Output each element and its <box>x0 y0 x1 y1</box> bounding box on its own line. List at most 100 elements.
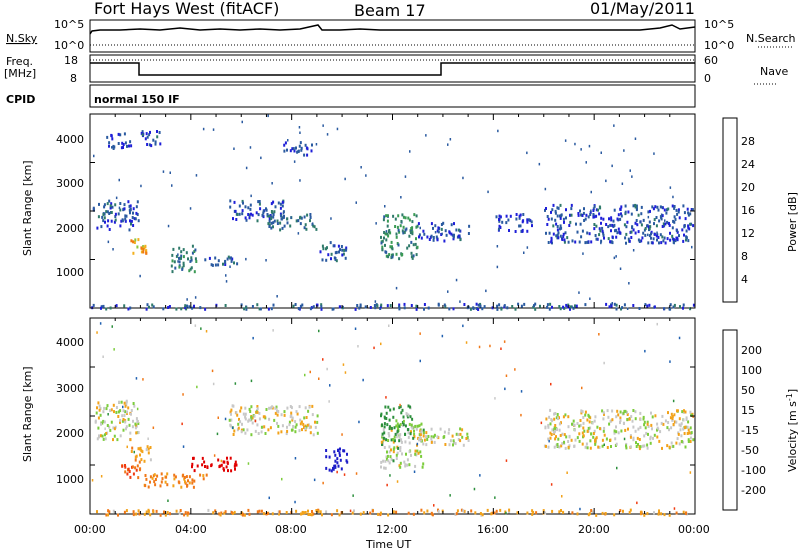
heatmap-cell <box>392 459 395 463</box>
heatmap-cell <box>452 443 454 447</box>
heatmap-cell <box>629 434 632 438</box>
heatmap-cell <box>298 429 301 433</box>
heatmap-cell <box>569 307 571 311</box>
heatmap-cell <box>672 238 675 241</box>
heatmap-cell <box>248 213 251 217</box>
heatmap-cell <box>286 429 289 433</box>
heatmap-cell <box>294 425 297 429</box>
heatmap-cell <box>623 409 626 413</box>
heatmap-cell <box>559 224 562 228</box>
heatmap-cell <box>136 200 139 204</box>
heatmap-cell <box>256 510 259 514</box>
heatmap-cell <box>560 226 563 230</box>
heatmap-cell <box>373 304 376 307</box>
heatmap-cell <box>274 411 277 415</box>
heatmap-cell <box>689 440 692 443</box>
heatmap-cell <box>177 480 180 484</box>
heatmap-cell <box>250 433 253 437</box>
heatmap-cell <box>313 478 316 482</box>
heatmap-cell <box>146 135 149 139</box>
heatmap-cell <box>632 249 635 252</box>
heatmap-cell <box>248 512 251 516</box>
heatmap-cell <box>191 251 194 255</box>
heatmap-cell <box>640 510 643 514</box>
cpid-label: CPID <box>6 93 35 106</box>
heatmap-cell <box>113 427 116 431</box>
heatmap-cell <box>142 245 145 249</box>
heatmap-cell <box>315 509 318 512</box>
heatmap-cell <box>453 441 455 445</box>
heatmap-cell <box>425 443 428 447</box>
heatmap-cell <box>615 235 618 239</box>
heatmap-cell <box>303 416 306 420</box>
heatmap-cell <box>624 409 627 413</box>
heatmap-cell <box>686 432 689 435</box>
heatmap-cell <box>377 512 380 516</box>
heatmap-cell <box>319 250 322 254</box>
heatmap-cell <box>282 211 285 215</box>
heatmap-cell <box>191 462 194 466</box>
heatmap-cell <box>410 425 413 429</box>
heatmap-cell <box>130 412 132 416</box>
heatmap-cell <box>279 228 282 232</box>
heatmap-cell <box>124 420 127 424</box>
heatmap-cell <box>562 510 565 514</box>
heatmap-cell <box>555 416 558 420</box>
heatmap-cell <box>650 232 652 236</box>
heatmap-cell <box>653 218 656 222</box>
heatmap-cell <box>304 406 307 410</box>
heatmap-cell <box>611 235 614 239</box>
heatmap-cell <box>227 255 230 259</box>
heatmap-cell <box>280 213 283 217</box>
heatmap-cell <box>132 240 135 244</box>
heatmap-cell <box>178 260 181 264</box>
heatmap-cell <box>615 430 618 434</box>
heatmap-cell <box>320 307 323 311</box>
heatmap-cell <box>636 501 638 505</box>
heatmap-cell <box>398 307 401 311</box>
heatmap-cell <box>579 419 582 422</box>
heatmap-cell <box>128 228 131 232</box>
heatmap-cell <box>174 266 177 270</box>
heatmap-cell <box>671 204 674 208</box>
heatmap-cell <box>260 509 263 513</box>
heatmap-cell <box>380 241 383 245</box>
heatmap-cell <box>422 434 425 438</box>
heatmap-cell <box>256 219 259 223</box>
heatmap-cell <box>148 305 150 309</box>
heatmap-cell <box>283 143 286 147</box>
heatmap-cell <box>337 464 340 468</box>
heatmap-cell <box>689 426 692 430</box>
heatmap-cell <box>182 248 185 252</box>
heatmap-cell <box>292 425 295 428</box>
heatmap-cell <box>669 231 671 235</box>
heatmap-cell <box>288 420 291 424</box>
heatmap-cell <box>135 377 138 380</box>
heatmap-cell <box>603 236 605 240</box>
heatmap-cell <box>307 513 310 516</box>
heatmap-cell <box>619 217 622 221</box>
heatmap-cell <box>563 240 566 244</box>
heatmap-cell <box>283 224 286 228</box>
heatmap-cell <box>379 511 382 515</box>
heatmap-cell <box>634 231 637 235</box>
heatmap-cell <box>383 425 386 429</box>
heatmap-cell <box>529 219 532 223</box>
heatmap-cell <box>257 213 260 217</box>
heatmap-cell <box>156 474 159 478</box>
heatmap-cell <box>329 241 332 245</box>
heatmap-cell <box>664 222 667 226</box>
heatmap-cell <box>297 219 300 223</box>
heatmap-cell <box>124 404 127 408</box>
heatmap-cell <box>143 512 146 516</box>
heatmap-cell <box>634 205 637 209</box>
heatmap-cell <box>577 213 580 217</box>
heatmap-cell <box>189 259 192 263</box>
heatmap-cell <box>225 465 228 469</box>
heatmap-cell <box>678 417 681 421</box>
heatmap-cell <box>115 411 118 414</box>
heatmap-cell <box>582 426 585 430</box>
heatmap-cell <box>589 439 592 443</box>
heatmap-cell <box>395 453 398 457</box>
heatmap-cell <box>299 422 302 426</box>
